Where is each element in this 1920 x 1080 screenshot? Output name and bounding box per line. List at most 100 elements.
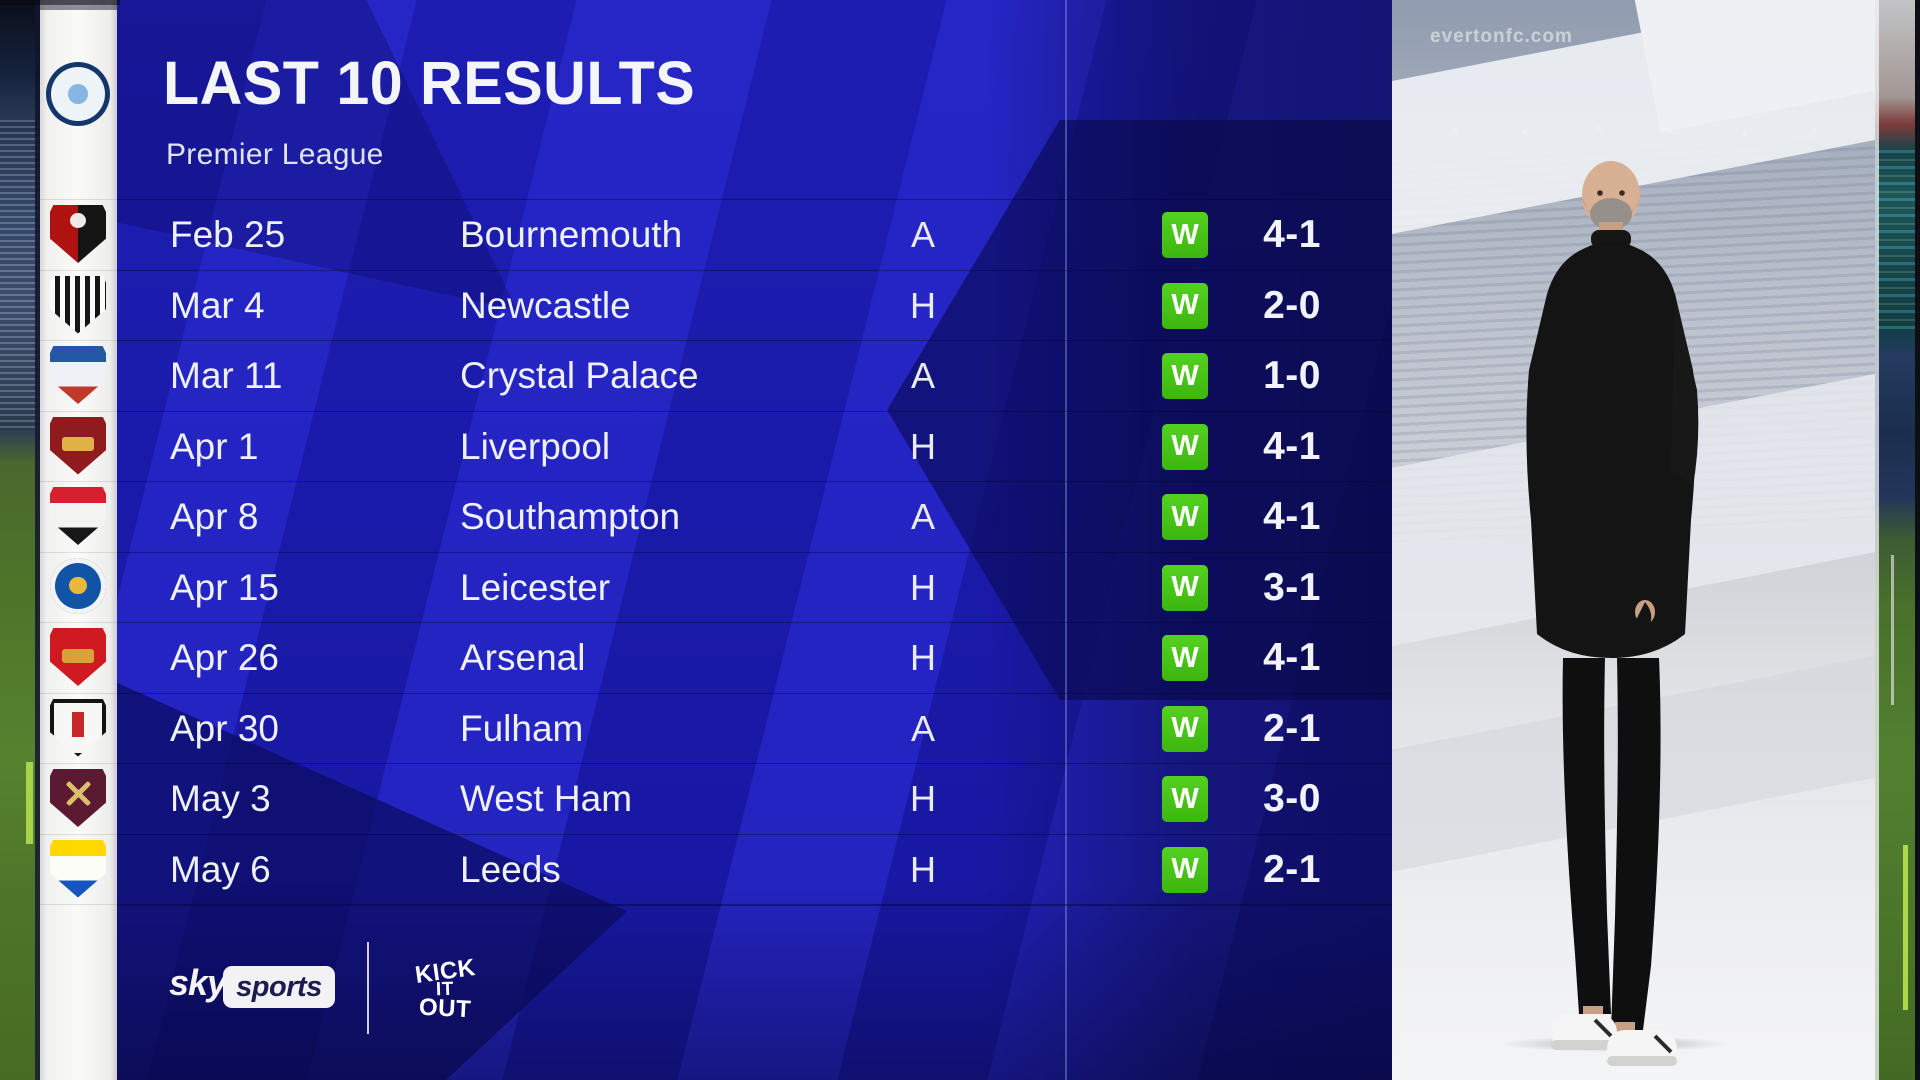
team-crest-rail [40, 0, 117, 1080]
match-date: Apr 1 [170, 425, 259, 467]
rail-divider [40, 481, 117, 482]
match-date: Apr 26 [170, 637, 280, 678]
result-row: Mar 4 Newcastle H W 2-0 [117, 269, 1392, 342]
liverpool-crest [50, 416, 106, 475]
rail-divider [40, 551, 117, 553]
match-date: May 3 [170, 778, 271, 819]
venue-indicator: A [910, 496, 935, 537]
win-badge: W [1162, 705, 1208, 752]
match-date: Mar 4 [170, 284, 265, 326]
rail-divider [40, 269, 117, 271]
logo-divider [367, 942, 369, 1034]
venue-indicator: A [910, 214, 935, 255]
kick-it-out-logo: KICK IT OUT [399, 944, 491, 1036]
sky-sports-logo-label: sports [236, 970, 322, 1003]
rail-divider [40, 199, 117, 200]
result-row: Apr 26 Arsenal H W 4-1 [117, 622, 1392, 694]
result-row: Apr 15 Leicester H W 3-1 [117, 551, 1392, 624]
opponent-name: Liverpool [460, 425, 611, 467]
win-badge: W [1162, 494, 1208, 540]
southampton-crest [50, 487, 106, 545]
rail-divider [40, 692, 117, 694]
venue-indicator: H [910, 778, 936, 819]
manchester-city-crest [46, 62, 110, 126]
win-badge: W [1162, 282, 1208, 329]
opponent-name: Fulham [460, 707, 584, 749]
frame-edge-shadow [1915, 0, 1920, 1080]
frame-edge-shadow [35, 0, 42, 1080]
venue-indicator: A [910, 355, 935, 396]
win-badge: W [1162, 353, 1208, 399]
match-score: 3-0 [1263, 777, 1321, 820]
win-badge: W [1162, 635, 1208, 681]
match-score: 4-1 [1263, 636, 1321, 679]
match-date: Feb 25 [170, 214, 286, 255]
competition-label: Premier League [166, 138, 384, 171]
match-date: Apr 15 [170, 566, 280, 608]
win-badge: W [1162, 423, 1208, 470]
result-row: May 3 West Ham H W 3-0 [117, 763, 1392, 835]
match-score: 2-0 [1263, 283, 1321, 327]
newcastle-crest [50, 275, 106, 334]
leicester-crest [50, 557, 106, 614]
arsenal-crest [50, 628, 106, 686]
match-score: 2-1 [1263, 847, 1321, 891]
match-score: 3-1 [1263, 565, 1321, 609]
pitch-white-line [1891, 555, 1894, 705]
opponent-name: Leicester [460, 566, 611, 608]
rail-divider [40, 622, 117, 623]
venue-indicator: A [910, 707, 935, 749]
opponent-name: Arsenal [460, 637, 586, 678]
sky-sports-logo: sports [223, 966, 335, 1008]
venue-indicator: H [910, 637, 936, 678]
opponent-name: Newcastle [460, 284, 631, 326]
result-row: May 6 Leeds H W 2-1 [117, 833, 1392, 906]
venue-indicator: H [910, 566, 936, 608]
match-score: 2-1 [1263, 706, 1321, 750]
pitch-video-edge-left [0, 0, 42, 1080]
column-divider [1065, 0, 1067, 1080]
rail-divider [40, 763, 117, 764]
scoreboard-texture [1877, 150, 1920, 330]
match-score: 4-1 [1263, 424, 1321, 468]
pep-guardiola-figure [1526, 161, 1699, 1066]
match-date: May 6 [170, 848, 271, 890]
opponent-name: Bournemouth [460, 214, 683, 255]
result-row: Feb 25 Bournemouth A W 4-1 [117, 199, 1392, 271]
frame-top-shadow [0, 0, 120, 5]
row-divider [117, 904, 1392, 906]
result-row: Apr 30 Fulham A W 2-1 [117, 692, 1392, 765]
rail-top-shadow [40, 0, 117, 10]
result-row: Mar 11 Crystal Palace A W 1-0 [117, 340, 1392, 412]
sky-logo: sky [169, 962, 227, 1003]
pitch-line [1903, 845, 1908, 1010]
rail-divider [40, 340, 117, 341]
opponent-name: West Ham [460, 778, 633, 819]
opponent-name: Leeds [460, 848, 561, 890]
venue-indicator: H [910, 284, 936, 326]
venue-indicator: H [910, 425, 936, 467]
venue-indicator: H [910, 848, 936, 890]
pitch-video-edge-right [1875, 0, 1920, 1080]
kick-it-out-line: OUT [418, 994, 472, 1024]
win-badge: W [1162, 776, 1208, 822]
page-title: LAST 10 RESULTS [163, 49, 696, 117]
pitch-line [26, 762, 33, 844]
results-panel: LAST 10 RESULTS Premier League Feb 25 Bo… [117, 0, 1392, 1080]
stadium-watermark: evertonfc.com [1430, 26, 1573, 47]
match-score: 4-1 [1263, 213, 1321, 256]
win-badge: W [1162, 564, 1208, 611]
west-ham-crest [50, 769, 106, 827]
fulham-crest [50, 698, 106, 757]
rail-divider [40, 904, 117, 905]
match-score: 1-0 [1263, 354, 1321, 397]
result-row: Apr 8 Southampton A W 4-1 [117, 481, 1392, 553]
match-date: Mar 11 [170, 355, 283, 396]
rail-divider [40, 410, 117, 412]
score-column-shade [117, 0, 1392, 1080]
leeds-crest [50, 839, 106, 898]
rail-divider [40, 833, 117, 835]
win-badge: W [1162, 212, 1208, 258]
bournemouth-crest [50, 205, 106, 263]
